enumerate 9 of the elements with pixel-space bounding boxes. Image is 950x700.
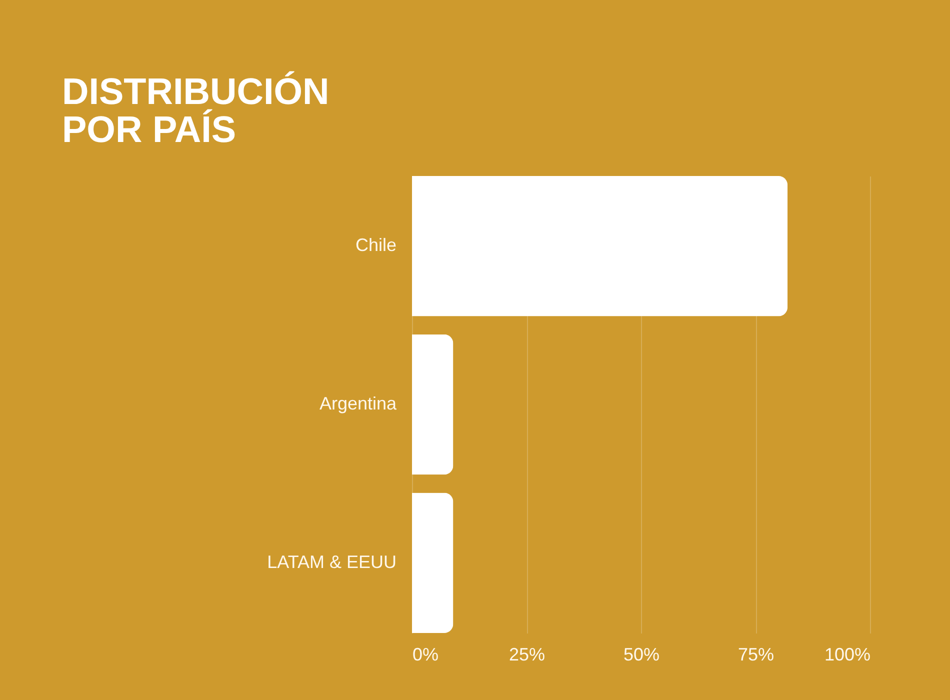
- x-tick-label: 75%: [738, 644, 774, 664]
- y-tick-label: LATAM & EEUU: [267, 552, 396, 572]
- y-tick-label: Chile: [355, 235, 396, 256]
- x-tick-label: 0%: [412, 644, 439, 664]
- chart-title: DISTRIBUCIÓN POR PAÍS: [62, 71, 330, 150]
- x-tick-label: 100%: [824, 644, 870, 664]
- x-tick-label: 25%: [508, 644, 546, 664]
- x-tick-label: 50%: [623, 644, 660, 664]
- y-tick-label: Argentina: [319, 394, 398, 414]
